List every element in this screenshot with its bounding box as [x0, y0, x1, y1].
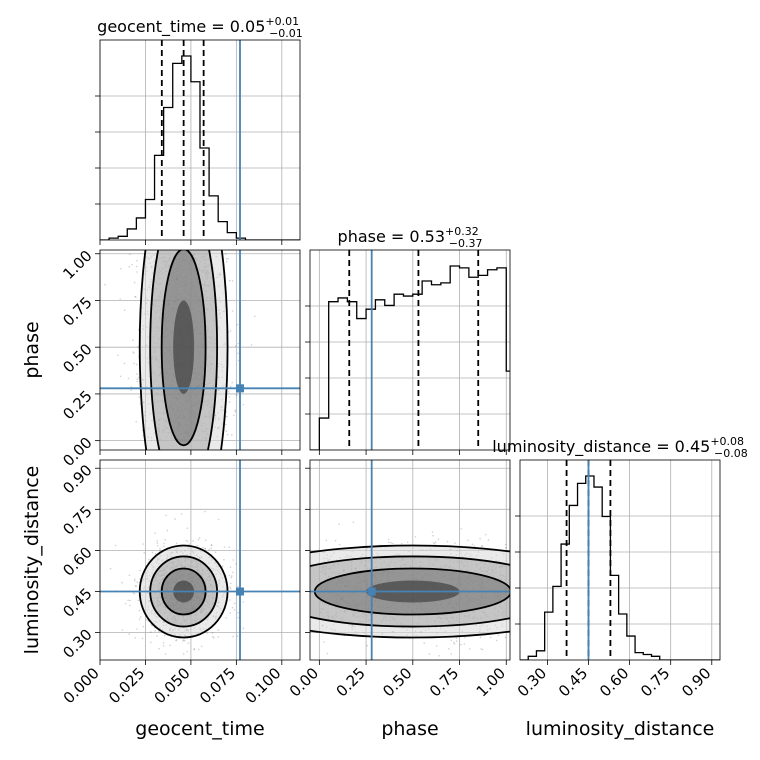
x-axis-label-luminosity_distance: luminosity_distance	[526, 718, 715, 740]
y-tick-label: 0.50	[59, 340, 95, 376]
panel-title: phase = 0.53+0.32 −0.37	[338, 225, 483, 250]
x-tick-label: 0.75	[637, 664, 673, 700]
x-tick-label: 0.100	[242, 664, 285, 707]
panel-title: luminosity_distance = 0.45+0.08 −0.08	[492, 435, 748, 460]
truth-marker	[367, 587, 376, 596]
x-tick-label: 0.00	[286, 664, 322, 700]
y-tick-label: 0.75	[59, 502, 95, 538]
x-axis-label-geocent_time: geocent_time	[135, 718, 264, 740]
grid	[520, 460, 720, 660]
grid	[310, 250, 510, 450]
panel-frame	[519, 459, 721, 661]
x-tick-label: 0.45	[555, 664, 591, 700]
x-tick-label: 0.050	[151, 664, 194, 707]
truth-marker	[236, 587, 244, 596]
y-tick-label: 0.00	[59, 434, 95, 470]
truth-marker	[236, 384, 244, 393]
density-fill	[173, 300, 195, 394]
x-tick-label: 0.50	[379, 664, 415, 700]
y-tick-label: 0.60	[59, 543, 95, 579]
x-tick-label: 0.30	[514, 664, 550, 700]
x-tick-label: 0.025	[105, 664, 148, 707]
x-tick-label: 0.75	[426, 664, 462, 700]
panel-title: geocent_time = 0.05+0.01 −0.01	[97, 15, 303, 40]
x-tick-label: 0.000	[60, 664, 103, 707]
panel-frame	[309, 249, 511, 451]
x-tick-label: 0.60	[596, 664, 632, 700]
contour-line	[149, 250, 218, 450]
contour-line	[160, 250, 207, 447]
x-tick-label: 0.075	[196, 664, 239, 707]
y-tick-label: 0.90	[59, 461, 95, 497]
histogram-step	[310, 265, 510, 450]
panel-frame	[99, 459, 301, 661]
scatter-panel-phase-vs-luminosity_distance: 0.00 0.25 0.50 0.75 1.00	[286, 459, 511, 700]
histogram-step	[100, 55, 300, 240]
y-tick-label: 1.00	[59, 247, 95, 283]
scatter-panel-geocent_time-vs-phase: 0.00 0.25 0.50 0.75 1.00	[59, 247, 301, 470]
contour-line	[138, 250, 229, 450]
x-tick-label: 0.90	[678, 664, 714, 700]
panel-frame	[99, 249, 301, 451]
histogram-step	[520, 475, 720, 660]
hist-panel-phase: phase = 0.53+0.32 −0.37	[305, 225, 511, 455]
panel-frame	[99, 39, 301, 241]
panel-frame	[309, 459, 511, 661]
y-axis-label-phase: phase	[21, 321, 43, 378]
x-tick-label: 0.25	[333, 664, 369, 700]
contour-line	[310, 555, 510, 628]
x-tick-label: 1.00	[473, 664, 509, 700]
x-axis-label-phase: phase	[381, 718, 438, 740]
y-tick-label: 0.25	[59, 387, 95, 423]
y-axis-label-luminosity_distance: luminosity_distance	[21, 466, 43, 655]
y-tick-label: 0.30	[59, 626, 95, 662]
contour-line	[310, 544, 510, 639]
y-tick-label: 0.45	[59, 584, 95, 620]
hist-panel-geocent_time: geocent_time = 0.05+0.01 −0.01	[95, 15, 303, 245]
y-tick-label: 0.75	[59, 293, 95, 329]
scatter-panel-geocent_time-vs-luminosity_distance: 0.000 0.025 0.050 0.075 0.100 0.30 0.45 0.60 0.7…	[59, 459, 301, 707]
hist-panel-luminosity_distance: luminosity_distance = 0.45+0.08 −0.08 0.30…	[492, 435, 748, 700]
